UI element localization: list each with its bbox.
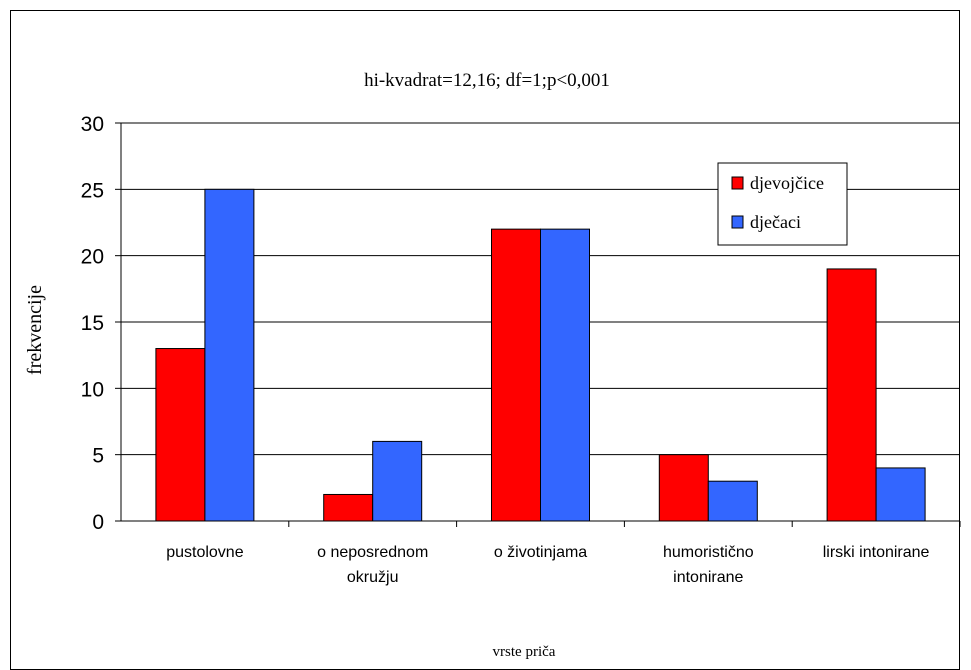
x-axis-label: vrste priča bbox=[493, 644, 556, 660]
y-tick-label: 20 bbox=[81, 246, 104, 269]
x-tick-label: o životinjama bbox=[494, 544, 587, 561]
x-tick-label: lirski intonirane bbox=[823, 544, 930, 561]
gridlines bbox=[121, 122, 960, 456]
bars bbox=[155, 188, 926, 522]
legend-label: djevojčice bbox=[750, 173, 824, 193]
bar bbox=[323, 493, 374, 522]
legend: djevojčice dječaci bbox=[717, 162, 848, 246]
bar bbox=[204, 188, 255, 522]
bar bbox=[826, 268, 877, 522]
legend-label: dječaci bbox=[750, 212, 801, 232]
y-axis-label: frekvencije bbox=[24, 285, 46, 375]
chart-frame bbox=[10, 10, 960, 670]
x-tick-labels: pustolovne o neposrednom okružju o životinj… bbox=[166, 521, 961, 586]
bar bbox=[491, 228, 541, 522]
legend-swatch bbox=[731, 176, 744, 190]
bar bbox=[658, 454, 709, 522]
x-tick-label: humoristično intonirane bbox=[663, 544, 754, 586]
y-tick-label: 0 bbox=[92, 511, 104, 534]
y-tick-label: 5 bbox=[92, 445, 104, 468]
bar bbox=[540, 228, 590, 522]
chart-title: hi-kvadrat=12,16; df=1;p<0,001 bbox=[364, 70, 610, 91]
legend-swatch bbox=[731, 215, 744, 229]
x-tick-label: o neposrednom okružju bbox=[317, 544, 428, 586]
bar bbox=[875, 467, 926, 522]
y-tick-label: 25 bbox=[81, 179, 104, 202]
y-tick-label: 30 bbox=[81, 113, 104, 136]
bar bbox=[372, 440, 423, 522]
bar bbox=[707, 480, 758, 522]
y-tick-labels: 0 5 10 15 20 25 30 bbox=[81, 113, 121, 534]
x-tick-label: pustolovne bbox=[166, 544, 243, 561]
y-tick-label: 15 bbox=[81, 312, 104, 335]
y-tick-label: 10 bbox=[81, 378, 104, 401]
bar bbox=[155, 348, 206, 522]
